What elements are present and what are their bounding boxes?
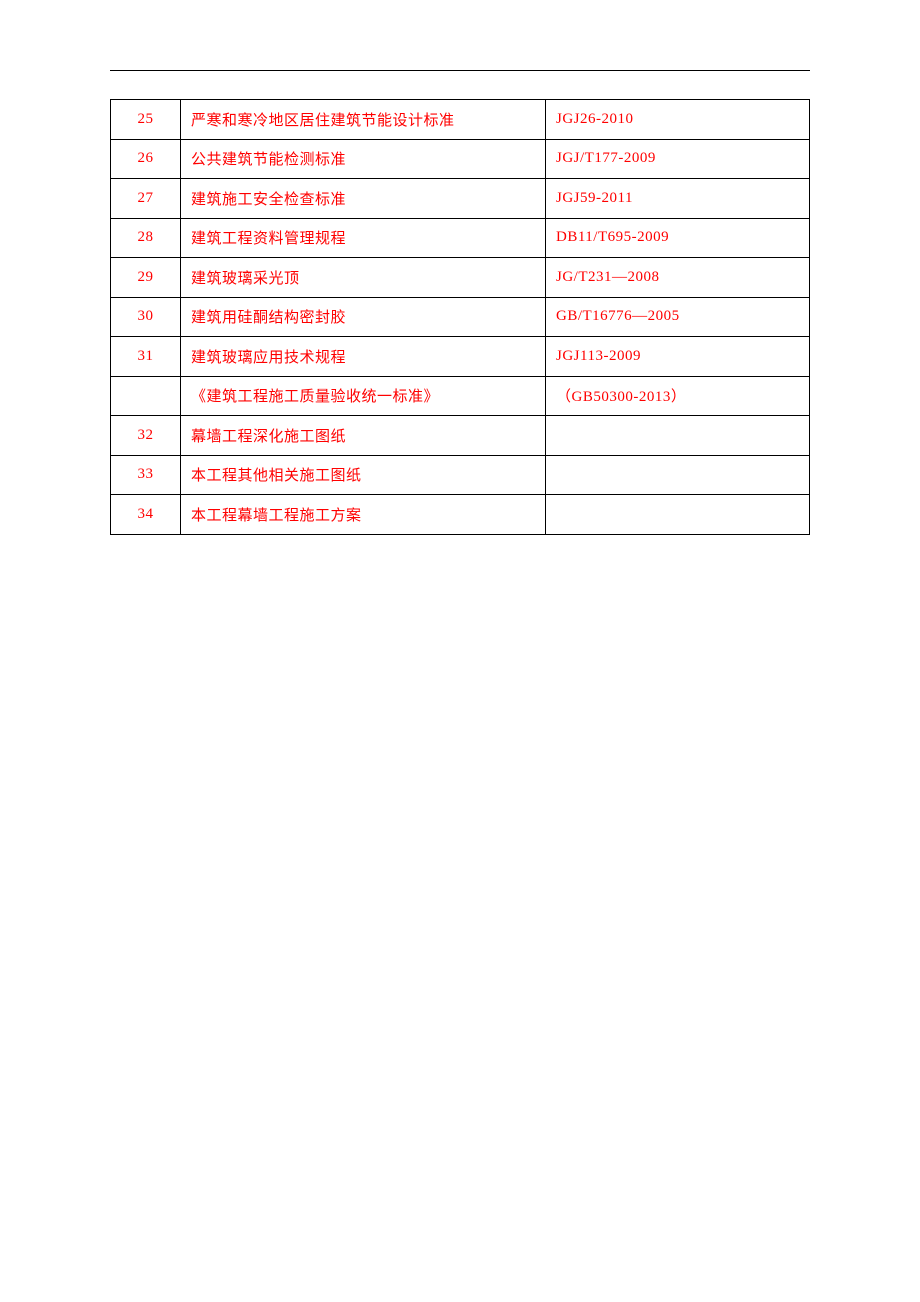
table-row: 29 建筑玻璃采光顶 JG/T231—2008: [111, 258, 810, 298]
cell-code: JGJ26-2010: [546, 100, 810, 140]
cell-index: 26: [111, 139, 181, 179]
cell-index: 31: [111, 337, 181, 377]
cell-code: DB11/T695-2009: [546, 218, 810, 258]
table-row: 31 建筑玻璃应用技术规程 JGJ113-2009: [111, 337, 810, 377]
cell-index: [111, 376, 181, 416]
cell-name: 建筑工程资料管理规程: [181, 218, 546, 258]
cell-name: 建筑用硅酮结构密封胶: [181, 297, 546, 337]
table-row: 30 建筑用硅酮结构密封胶 GB/T16776—2005: [111, 297, 810, 337]
cell-code: [546, 416, 810, 456]
cell-index: 34: [111, 495, 181, 535]
table-row: 25 严寒和寒冷地区居住建筑节能设计标准 JGJ26-2010: [111, 100, 810, 140]
cell-code: JGJ59-2011: [546, 179, 810, 219]
cell-code: [546, 495, 810, 535]
cell-name: 建筑玻璃采光顶: [181, 258, 546, 298]
cell-index: 28: [111, 218, 181, 258]
cell-code: JGJ/T177-2009: [546, 139, 810, 179]
cell-code: JGJ113-2009: [546, 337, 810, 377]
table-row: 28 建筑工程资料管理规程 DB11/T695-2009: [111, 218, 810, 258]
table-row: 27 建筑施工安全检查标准 JGJ59-2011: [111, 179, 810, 219]
cell-name: 建筑玻璃应用技术规程: [181, 337, 546, 377]
cell-name: 本工程其他相关施工图纸: [181, 455, 546, 495]
cell-name: 建筑施工安全检查标准: [181, 179, 546, 219]
page-top-rule: [110, 70, 810, 71]
table-row: 26 公共建筑节能检测标准 JGJ/T177-2009: [111, 139, 810, 179]
cell-code: [546, 455, 810, 495]
cell-name: 幕墙工程深化施工图纸: [181, 416, 546, 456]
table-row: 34 本工程幕墙工程施工方案: [111, 495, 810, 535]
cell-index: 33: [111, 455, 181, 495]
cell-index: 30: [111, 297, 181, 337]
cell-code: GB/T16776—2005: [546, 297, 810, 337]
table-row: 《建筑工程施工质量验收统一标准》 （GB50300-2013）: [111, 376, 810, 416]
cell-name: 《建筑工程施工质量验收统一标准》: [181, 376, 546, 416]
cell-index: 29: [111, 258, 181, 298]
table-row: 33 本工程其他相关施工图纸: [111, 455, 810, 495]
cell-index: 25: [111, 100, 181, 140]
cell-index: 32: [111, 416, 181, 456]
cell-name: 本工程幕墙工程施工方案: [181, 495, 546, 535]
cell-code: （GB50300-2013）: [546, 376, 810, 416]
table-row: 32 幕墙工程深化施工图纸: [111, 416, 810, 456]
cell-name: 严寒和寒冷地区居住建筑节能设计标准: [181, 100, 546, 140]
standards-table: 25 严寒和寒冷地区居住建筑节能设计标准 JGJ26-2010 26 公共建筑节…: [110, 99, 810, 535]
cell-index: 27: [111, 179, 181, 219]
cell-name: 公共建筑节能检测标准: [181, 139, 546, 179]
cell-code: JG/T231—2008: [546, 258, 810, 298]
